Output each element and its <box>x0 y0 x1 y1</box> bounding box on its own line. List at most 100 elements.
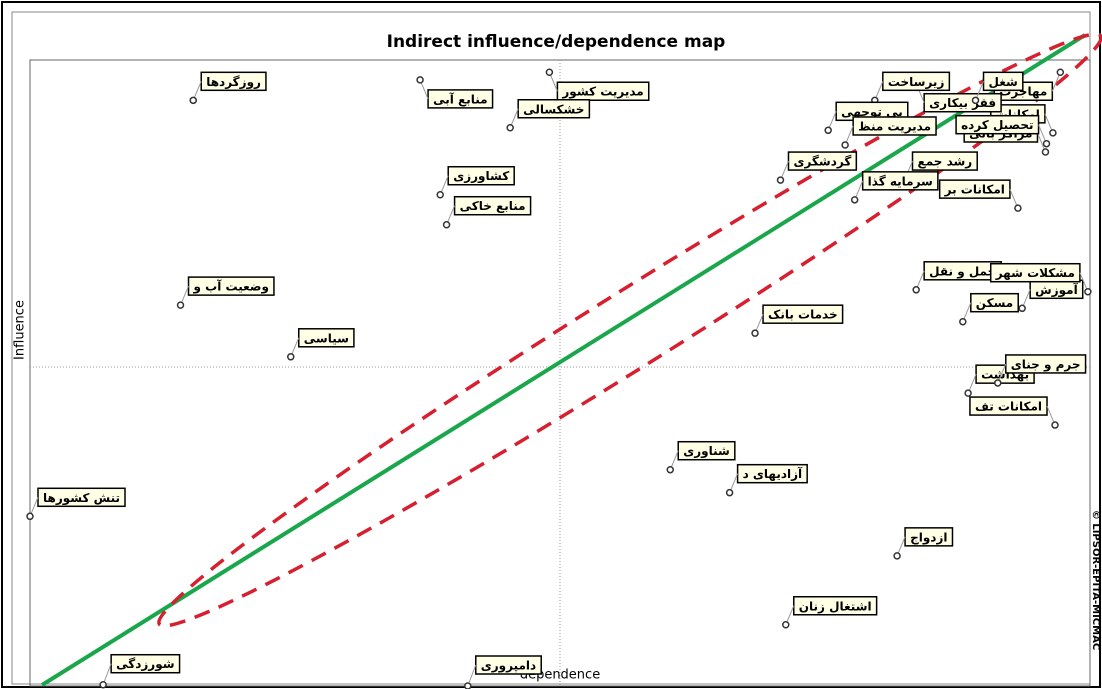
point-label: جرم و جنای <box>1011 357 1081 372</box>
point-label: امکانات تف <box>975 400 1042 414</box>
cluster-ellipse <box>157 32 1102 628</box>
point-label: آموزش <box>1035 282 1078 298</box>
point-group: امکانات بر <box>938 179 1022 212</box>
point <box>189 96 197 105</box>
point-group: شورزدگی <box>99 653 181 689</box>
point <box>506 124 514 132</box>
point <box>26 512 34 521</box>
point <box>666 465 674 474</box>
point <box>841 141 849 149</box>
point <box>776 176 785 184</box>
point <box>971 96 980 105</box>
point-label: مشکلات شهر <box>995 266 1075 280</box>
point-group: زیرساخت <box>871 71 951 105</box>
point <box>176 301 185 309</box>
point-label: مدیریت منظ <box>858 119 931 133</box>
point-group: اشتغال زنان <box>782 596 878 629</box>
point-label: دامپروری <box>481 659 536 674</box>
point-label: سیاسی <box>304 331 349 345</box>
point-label: منابع خاکی <box>460 199 526 213</box>
point <box>442 220 451 229</box>
point-label: حمل و نقل <box>929 264 996 279</box>
point-group: مشکلات شهر <box>989 262 1092 296</box>
point <box>1049 129 1057 137</box>
point-label: فقر بیکاری <box>929 96 996 110</box>
point-label: رشد جمع <box>918 155 973 169</box>
point-label: اشتغال زنان <box>799 599 872 613</box>
point-label: شناوری <box>683 444 730 459</box>
point <box>287 353 295 361</box>
point-group: فقر بیکاری <box>912 79 1002 113</box>
point-label: سرمایه گذا <box>868 174 933 188</box>
point-group: گردشگری <box>776 151 858 184</box>
point-label: گردشگری <box>793 155 851 169</box>
point <box>959 317 967 326</box>
point <box>850 196 859 204</box>
point-group: تحصیل کرده <box>955 114 1051 148</box>
point <box>782 621 790 629</box>
point-label: خدمات بانک <box>768 308 838 322</box>
point-label: مدیریت کشور <box>561 85 643 100</box>
point-label: ازدواج <box>910 530 947 545</box>
point-group: مدیریت منظ <box>841 116 937 149</box>
point-group: سرمایه گذا <box>850 171 939 204</box>
point <box>1051 421 1059 429</box>
point <box>994 379 1002 387</box>
point-group: مسکن <box>959 292 1019 326</box>
point-label: منابع آبی <box>433 91 487 106</box>
point-group: شغل <box>971 71 1024 105</box>
point-group: مدیریت کشور <box>545 68 650 101</box>
point-label: خشکسالی <box>523 102 584 116</box>
credit: © LIPSOR-EPITA-MICMAC <box>1090 510 1101 650</box>
point <box>416 76 424 84</box>
point <box>545 68 554 76</box>
point <box>1041 148 1050 156</box>
point <box>751 329 759 337</box>
point-group: آموزش <box>1018 279 1084 313</box>
point-group: امکانات تف <box>969 396 1059 429</box>
y-axis-label: Influence <box>13 300 28 360</box>
point-group: وضعیت آب و <box>176 276 275 309</box>
point <box>725 488 734 497</box>
point-group: منابع خاکی <box>442 195 532 229</box>
point-label: آزادیهای د <box>743 466 803 481</box>
point-label: تنش کشورها <box>43 491 120 506</box>
point-group: تنش کشورها <box>26 487 126 521</box>
point-label: کشاورزی <box>453 169 509 184</box>
point-group: خشکسالی <box>506 99 591 132</box>
point-group: منابع آبی <box>416 76 494 109</box>
point-label: وضعیت آب و <box>193 279 269 295</box>
point-label: امکانات بر <box>944 183 1005 197</box>
point <box>1056 68 1065 76</box>
point-label: شورزدگی <box>116 657 174 672</box>
point-label: زیرساخت <box>888 75 945 89</box>
point <box>1084 287 1092 296</box>
point-group: کشاورزی <box>436 165 515 199</box>
point-label: مسکن <box>976 296 1013 310</box>
point-group: دامپروری <box>464 655 542 689</box>
point-group: رشد جمع <box>900 151 978 184</box>
point <box>464 682 472 689</box>
point-group: ازدواج <box>893 527 954 560</box>
point-group: جرم و جنای <box>994 354 1087 387</box>
point <box>824 126 832 135</box>
point-group: خدمات بانک <box>751 304 844 337</box>
point <box>436 190 444 199</box>
point <box>1014 204 1022 212</box>
point <box>964 389 972 397</box>
point-label: شغل <box>989 75 1018 89</box>
chart-title: Indirect influence/dependence map <box>387 32 726 52</box>
point-label: بی توجهی <box>841 105 903 120</box>
point <box>1042 139 1051 148</box>
point <box>1018 304 1026 313</box>
point <box>893 552 901 560</box>
point-label: روزگردها <box>206 75 261 90</box>
point-group: روزگردها <box>189 71 267 105</box>
point <box>99 680 107 689</box>
point <box>912 286 920 294</box>
point-label: تحصیل کرده <box>961 118 1033 132</box>
point-group: شناوری <box>666 440 736 474</box>
